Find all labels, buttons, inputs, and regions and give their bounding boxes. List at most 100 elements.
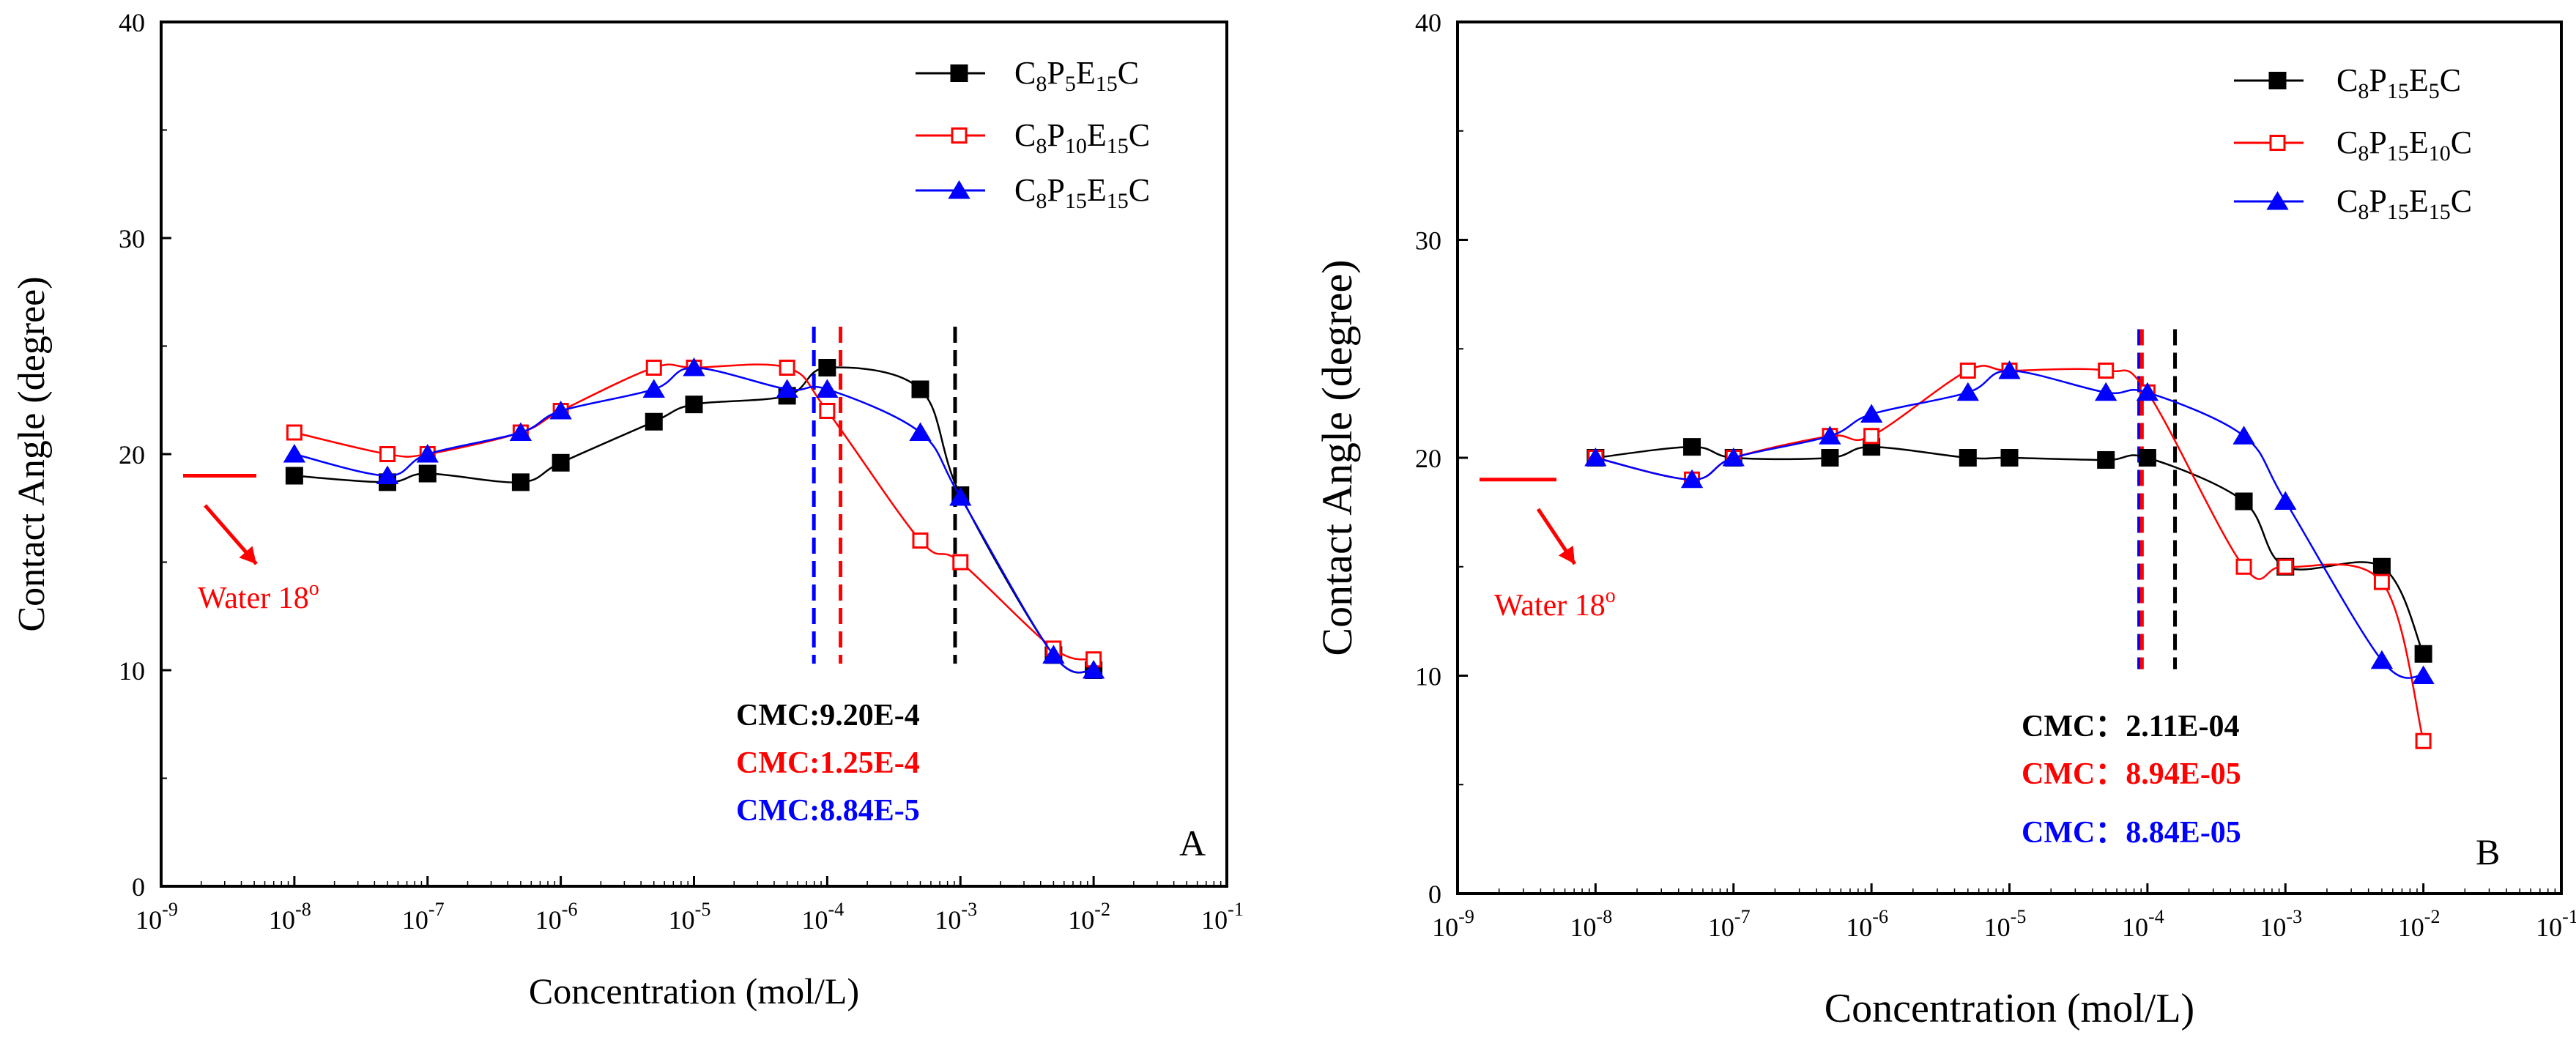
data-point (816, 379, 839, 398)
x-tick-exponent: -4 (2148, 906, 2164, 927)
x-tick-exponent: -8 (295, 899, 311, 920)
panel-label: A (1179, 823, 1206, 864)
x-tick-label: 10-8 (1570, 906, 1613, 942)
water-label: Water 18o (1494, 584, 1616, 623)
y-tick-label: 20 (1415, 444, 1441, 473)
x-tick-base: 10 (1846, 913, 1872, 942)
legend-label-letter: P (2369, 62, 2386, 98)
data-point (2094, 382, 2117, 401)
data-point (2097, 450, 2115, 469)
cmc-label: CMC：2.11E-04 (2022, 710, 2240, 743)
legend-label-letter: E (1087, 117, 1107, 153)
y-tick-label: 20 (119, 440, 145, 469)
x-tick-exponent: -9 (162, 899, 178, 920)
data-point (2274, 491, 2297, 511)
x-tick-base: 10 (2122, 913, 2148, 942)
data-point (1722, 448, 1745, 467)
water-label: Water 18o (198, 577, 319, 615)
x-tick-label: 10-2 (1068, 899, 1110, 935)
data-point (819, 403, 836, 419)
x-tick-label: 10-8 (269, 899, 311, 935)
x-tick-base: 10 (1708, 913, 1734, 942)
legend-label-subscript: 15 (1065, 189, 1087, 213)
series-C8P15E15C (1584, 360, 2435, 685)
legend-label-letter: E (2409, 125, 2429, 160)
series-C8P5E15C (285, 359, 1103, 679)
data-point (1998, 360, 2021, 379)
legend-label: C8P15E15C (2336, 183, 2472, 224)
series-line (1595, 365, 2424, 742)
data-point (642, 379, 665, 398)
x-tick-label: 10-7 (402, 899, 445, 935)
x-tick-base: 10 (2536, 913, 2562, 942)
x-tick-label: 10-1 (1201, 899, 1244, 935)
data-point (776, 379, 798, 398)
cmc-label: CMC:8.84E-5 (736, 794, 920, 828)
x-tick-exponent: -2 (1094, 899, 1110, 920)
legend-label-subscript: 8 (2358, 200, 2369, 224)
data-point (376, 465, 399, 485)
legend-label-subscript: 8 (2358, 79, 2369, 103)
legend-label: C8P15E15C (1014, 172, 1150, 213)
data-point (2235, 558, 2252, 575)
legend-marker (2266, 191, 2289, 210)
data-point (779, 360, 795, 376)
data-point (511, 473, 530, 491)
x-tick-base: 10 (136, 905, 162, 935)
x-tick-label: 10-4 (802, 899, 845, 935)
data-point (1821, 449, 1839, 467)
data-point (2098, 363, 2115, 379)
data-point (1860, 404, 1883, 423)
x-tick-exponent: -4 (828, 899, 845, 920)
x-tick-exponent: -5 (695, 899, 711, 920)
data-point (2232, 426, 2255, 445)
panel-label: B (2476, 831, 2500, 872)
data-point (286, 424, 302, 441)
legend-label-subscript: 10 (1065, 134, 1087, 158)
legend-label-subscript: 15 (2387, 200, 2409, 224)
data-point (1959, 363, 1976, 379)
legend-label-subscript: 15 (1107, 189, 1129, 213)
x-tick-base: 10 (1201, 905, 1228, 935)
data-point (283, 444, 306, 463)
legend-entry: C8P15E15C (2234, 183, 2472, 224)
water-label-degree: o (1606, 584, 1616, 607)
data-point (1819, 426, 1841, 445)
legend-label-base: C (2336, 183, 2358, 219)
x-tick-label: 10-3 (935, 899, 977, 935)
data-point (912, 532, 929, 549)
series-C8P15E10C (1587, 363, 2432, 749)
legend-label-subscript: 15 (2387, 79, 2409, 103)
x-tick-label: 10-6 (1846, 906, 1888, 942)
x-tick-exponent: -7 (1734, 906, 1751, 927)
legend-label-base: C (2336, 125, 2358, 160)
legend-label-letter: P (2369, 125, 2386, 160)
y-axis-label: Contact Angle (degree) (11, 276, 53, 631)
x-axis-label: Concentration (mol/L) (529, 970, 859, 1012)
y-tick-label: 10 (119, 656, 145, 686)
data-point (1863, 428, 1880, 445)
y-tick-label: 30 (119, 224, 145, 253)
x-tick-exponent: -6 (562, 899, 578, 920)
legend-label-subscript: 15 (2429, 200, 2451, 224)
data-point (416, 444, 439, 463)
data-point (2370, 650, 2394, 669)
data-point (2000, 449, 2019, 467)
legend-label: C8P15E10C (2336, 125, 2472, 166)
y-tick-label: 0 (1428, 880, 1441, 909)
x-tick-label: 10-9 (1432, 906, 1474, 942)
x-tick-base: 10 (1432, 913, 1458, 942)
cmc-label: CMC：8.94E-05 (2022, 757, 2241, 791)
legend-label: C8P10E15C (1014, 117, 1150, 158)
data-point (818, 359, 836, 376)
legend-label-subscript: 15 (2387, 141, 2409, 166)
legend-label-base: C (2336, 62, 2358, 98)
x-tick-base: 10 (269, 905, 295, 935)
x-tick-label: 10-9 (136, 899, 178, 935)
legend-entry: C8P15E15C (916, 172, 1150, 213)
legend-marker (948, 180, 970, 199)
legend-label-letter: E (1087, 172, 1107, 208)
data-point (509, 422, 532, 442)
data-point (645, 412, 663, 431)
